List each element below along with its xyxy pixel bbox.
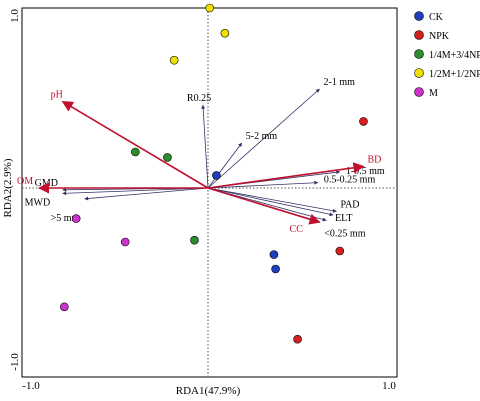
environment-vector bbox=[207, 187, 321, 225]
sample-points bbox=[60, 3, 368, 344]
sample-point bbox=[220, 28, 230, 38]
legend-label: M bbox=[429, 88, 438, 99]
x-tick-label: -1.0 bbox=[22, 380, 40, 392]
legend-marker bbox=[414, 68, 424, 78]
environment-vector-label: pH bbox=[51, 90, 63, 101]
aggregate-vector bbox=[207, 88, 320, 189]
legend-label: NPK bbox=[429, 31, 450, 42]
aggregate-vector bbox=[84, 187, 209, 201]
environment-vector-label: OM bbox=[17, 176, 33, 187]
aggregate-vector-label: >5 mm bbox=[51, 213, 80, 224]
aggregate-vector-label: <0.25 mm bbox=[324, 228, 365, 239]
environment-vector-label: CC bbox=[290, 224, 304, 235]
sample-point bbox=[60, 302, 69, 312]
legend-label: 1/2M+1/2NP bbox=[429, 69, 480, 80]
vectors: R0.25 2-1 mm 5-2 mm 1-0.5 mm0.5-0.25 mm PAD E… bbox=[17, 77, 385, 239]
axis-ticks: -1.0 1.0 1.0 -1.0 bbox=[9, 9, 396, 392]
aggregate-vector bbox=[62, 187, 209, 196]
sample-point bbox=[131, 147, 140, 157]
sample-point bbox=[335, 246, 345, 256]
aggregate-vector bbox=[207, 187, 337, 213]
aggregate-vector-label: PAD bbox=[340, 199, 359, 210]
aggregate-vector-label: 2-1 mm bbox=[324, 77, 356, 88]
sample-point bbox=[269, 250, 279, 259]
zero-lines bbox=[22, 8, 397, 377]
y-tick-label: -1.0 bbox=[9, 353, 21, 371]
sample-point bbox=[120, 237, 130, 247]
aggregate-vector bbox=[201, 104, 209, 189]
x-axis-title: RDA1(47.9%) bbox=[176, 385, 241, 397]
aggregate-vector-label: GMD bbox=[35, 178, 58, 189]
sample-point bbox=[293, 334, 302, 344]
sample-point bbox=[169, 55, 179, 65]
legend-label: 1/4M+3/4NP bbox=[429, 50, 480, 61]
sample-point bbox=[163, 153, 172, 162]
aggregate-vector bbox=[207, 180, 319, 189]
environment-vector bbox=[61, 100, 209, 189]
legend-marker bbox=[414, 49, 424, 59]
sample-point bbox=[359, 117, 368, 126]
aggregate-vector-label: ELT bbox=[335, 213, 352, 224]
sample-point bbox=[190, 235, 199, 245]
legend-marker bbox=[414, 87, 424, 97]
environment-vector-label: BD bbox=[367, 154, 381, 165]
environment-vector bbox=[207, 162, 365, 189]
sample-point bbox=[271, 264, 280, 274]
sample-point bbox=[212, 171, 221, 180]
aggregate-vector bbox=[207, 142, 243, 189]
legend: CK NPK 1/4M+3/4NP 1/2M+1/2NP M bbox=[414, 11, 480, 99]
aggregate-vector bbox=[207, 187, 334, 217]
aggregate-vector-label: 0.5-0.25 mm bbox=[324, 175, 376, 186]
legend-label: CK bbox=[429, 12, 444, 23]
aggregate-vector-label: MWD bbox=[25, 197, 51, 208]
x-tick-label: 1.0 bbox=[382, 380, 396, 392]
sample-point bbox=[71, 214, 81, 223]
sample-point bbox=[205, 3, 214, 13]
aggregate-vector-label: R0.25 bbox=[187, 93, 211, 104]
legend-marker bbox=[414, 11, 424, 21]
aggregate-vector-label: 1-0.5 mm bbox=[346, 166, 385, 177]
legend-marker bbox=[414, 30, 424, 40]
aggregate-vector-label: 5-2 mm bbox=[246, 131, 278, 142]
y-tick-label: 1.0 bbox=[9, 9, 21, 23]
y-axis-title: RDA2(2.9%) bbox=[2, 158, 14, 217]
